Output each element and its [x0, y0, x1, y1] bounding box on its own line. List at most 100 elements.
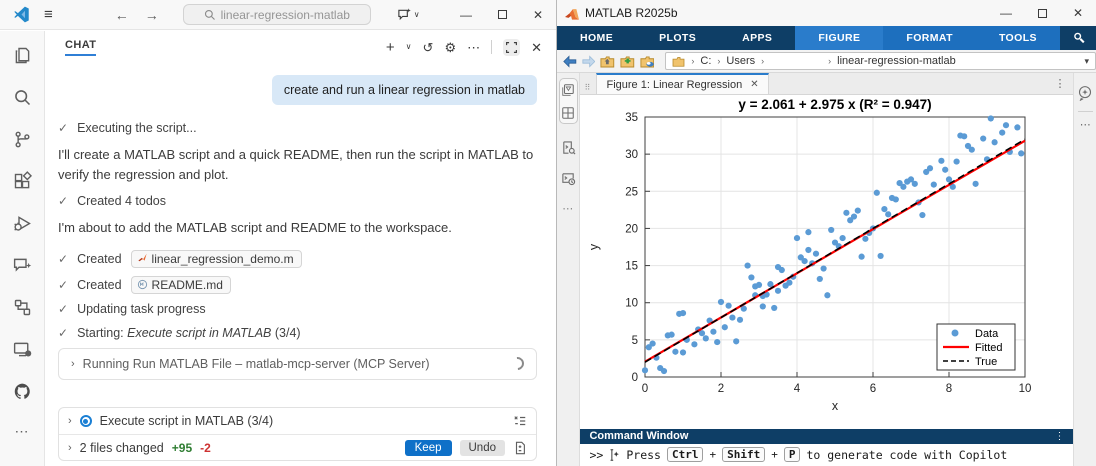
forward-icon[interactable] [582, 54, 596, 68]
key-p: P [783, 447, 801, 463]
minimize-button[interactable]: — [1000, 6, 1012, 20]
new-folder-icon[interactable] [620, 55, 635, 68]
back-icon[interactable]: ← [114, 6, 129, 23]
step-updating: ✓ Updating task progress [58, 301, 206, 316]
extensions-icon[interactable] [12, 171, 33, 192]
breadcrumb-dropdown-icon[interactable]: ▾ [1084, 55, 1089, 66]
minimize-button[interactable]: — [460, 7, 472, 22]
figure-tab-label: Figure 1: Linear Regression [606, 78, 743, 91]
undo-button[interactable]: Undo [459, 439, 505, 456]
key-shift: Shift [722, 447, 766, 463]
more-panels-icon[interactable]: ⋯ [562, 203, 575, 215]
view-changes-icon[interactable] [513, 441, 527, 455]
close-button[interactable]: ✕ [532, 7, 544, 22]
panel-menu-icon[interactable]: ⋮ [1054, 430, 1065, 442]
svg-text:10: 10 [626, 298, 639, 310]
new-chat-icon[interactable]: + [385, 38, 395, 56]
breadcrumb[interactable]: › C: › Users › › linear-regression-matla… [665, 52, 1096, 70]
matlab-titlebar: MATLAB R2025b — ✕ [557, 0, 1096, 26]
command-window-body[interactable]: >> Press Ctrl + Shift + P to generate co… [580, 443, 1074, 466]
search-icon[interactable] [12, 87, 33, 108]
files-changed-label: 2 files changed [79, 440, 164, 455]
deletions-count: -2 [200, 440, 211, 455]
drag-handle-icon[interactable]: ⠿ [584, 83, 591, 93]
svg-text:0: 0 [632, 372, 638, 384]
tab-format[interactable]: FORMAT [906, 32, 953, 44]
vscode-logo-icon [14, 6, 29, 23]
folder-icon [672, 56, 685, 67]
remote-explorer-icon[interactable] [12, 339, 33, 360]
close-tab-icon[interactable]: ✕ [750, 79, 759, 90]
search-icon[interactable] [1072, 31, 1086, 45]
breadcrumb-users[interactable]: Users [726, 55, 756, 67]
vscode-window-controls: — ✕ [448, 0, 556, 29]
forward-icon[interactable]: → [144, 6, 159, 23]
maximize-button[interactable] [1024, 1, 1060, 26]
code-search-icon[interactable] [561, 140, 576, 155]
folder-up-icon[interactable] [600, 55, 615, 68]
new-chat-dropdown-icon[interactable]: ∨ [405, 42, 412, 51]
close-panel-icon[interactable]: ✕ [531, 39, 542, 55]
gear-icon[interactable]: ⚙ [444, 39, 457, 55]
tab-plots[interactable]: PLOTS [659, 32, 697, 44]
github-icon[interactable] [12, 381, 33, 402]
file-chip-readme[interactable]: README.md [130, 275, 231, 294]
tab-chat[interactable]: CHAT [65, 39, 97, 56]
figure-document-tab[interactable]: Figure 1: Linear Regression ✕ [596, 73, 769, 94]
files-changed-row[interactable]: › 2 files changed +95 -2 Keep Undo [59, 434, 536, 460]
run-and-debug-icon[interactable] [12, 213, 33, 234]
svg-text:Data: Data [975, 328, 999, 340]
back-icon[interactable] [563, 54, 577, 68]
svg-text:8: 8 [946, 383, 952, 395]
vscode-window: ≡ ← → linear-regression-matlab ∨ — ✕ [0, 0, 556, 466]
hint-rest: to generate code with Copilot [806, 447, 1008, 462]
figure-tab-bar: ⠿ Figure 1: Linear Regression ✕ ⋮ [580, 73, 1074, 95]
tool-run-box[interactable]: › Running Run MATLAB File – matlab-mcp-s… [58, 347, 537, 380]
check-icon: ✓ [58, 194, 69, 208]
more-icon[interactable]: ⋯ [467, 39, 481, 55]
tab-apps[interactable]: APPS [742, 32, 773, 44]
menu-icon[interactable]: ≡ [44, 6, 53, 23]
checklist-icon[interactable] [513, 414, 527, 428]
history-icon[interactable]: ↺ [422, 39, 434, 55]
chat-icon[interactable] [12, 255, 33, 276]
breadcrumb-drive[interactable]: C: [700, 55, 712, 67]
more-icon[interactable]: ⋯ [1079, 119, 1091, 131]
file-chip-matlab-script[interactable]: linear_regression_demo.m [130, 249, 302, 268]
key-ctrl: Ctrl [666, 447, 704, 463]
svg-text:30: 30 [626, 149, 639, 161]
step-created-todos: ✓ Created 4 todos [58, 194, 167, 208]
tab-tools[interactable]: TOOLS [998, 32, 1037, 44]
copilot-chat-button[interactable]: ∨ [397, 7, 420, 22]
todo-row[interactable]: › Execute script in MATLAB (3/4) [59, 408, 536, 434]
assistant-paragraph: I'm about to add the MATLAB script and R… [58, 220, 452, 235]
command-window-header[interactable]: Command Window ⋮ [580, 429, 1074, 444]
check-icon: ✓ [58, 277, 69, 292]
svg-text:25: 25 [626, 186, 639, 198]
breadcrumb-folder[interactable]: linear-regression-matlab [837, 55, 956, 67]
step-created-script: ✓ Created linear_regression_demo.m [58, 249, 537, 268]
close-button[interactable]: ✕ [1072, 6, 1084, 20]
mcp-servers-icon[interactable] [12, 297, 33, 318]
folder-cloud-icon[interactable] [640, 55, 655, 68]
panels-icon[interactable] [561, 82, 576, 97]
tab-home[interactable]: HOME [580, 32, 614, 44]
matlab-logo-icon [565, 8, 579, 20]
spinner-icon [508, 354, 527, 373]
copilot-icon[interactable] [1077, 85, 1093, 101]
command-history-icon[interactable] [561, 171, 576, 186]
more-actions-icon[interactable]: ⋯ [14, 423, 30, 439]
maximize-button[interactable] [484, 0, 520, 29]
tab-actions-icon[interactable]: ⋮ [1054, 78, 1066, 90]
maximize-panel-icon[interactable] [503, 38, 521, 56]
explorer-icon[interactable] [12, 45, 33, 66]
svg-text:Fitted: Fitted [975, 342, 1003, 354]
chat-sparkle-icon [398, 8, 411, 21]
keep-button[interactable]: Keep [404, 439, 452, 456]
source-control-icon[interactable] [12, 129, 33, 150]
chat-panel: CHAT + ∨ ↺ ⚙ ⋯ ✕ create and run a linear… [45, 31, 556, 466]
tab-figure[interactable]: FIGURE [795, 26, 884, 50]
layout-grid-icon[interactable] [561, 105, 576, 120]
command-center-search[interactable]: linear-regression-matlab [182, 4, 371, 25]
matlab-window: MATLAB R2025b — ✕ HOME PLOTS APPS FIGURE… [556, 0, 1096, 466]
